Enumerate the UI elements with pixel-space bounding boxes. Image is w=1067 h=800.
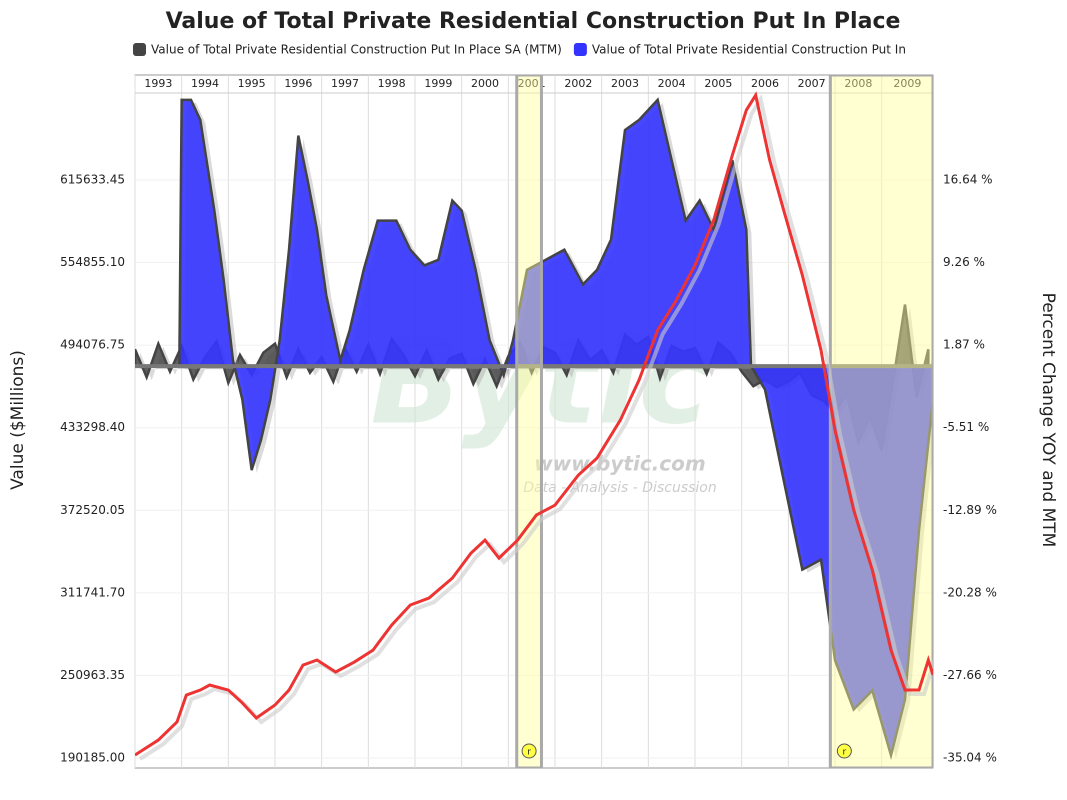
legend-swatch <box>133 43 146 56</box>
y2-tick-label: -20.28 % <box>943 585 997 599</box>
y2-tick-label: -5.51 % <box>943 420 989 434</box>
y-tick-label: 311741.70 <box>60 585 125 599</box>
line-shadow <box>138 93 933 761</box>
y-axis-title: Value ($Millions) <box>8 350 28 490</box>
legend-label: Value of Total Private Residential Const… <box>151 43 562 57</box>
y2-axis-title: Percent Change YOY and MTM <box>1038 293 1058 548</box>
recession-marker-label: r <box>842 748 846 758</box>
x-tick-label: 1994 <box>191 77 219 90</box>
x-tick-label: 2009 <box>893 77 921 90</box>
y-tick-label: 615633.45 <box>60 172 125 186</box>
y-tick-label: 554855.10 <box>60 255 125 269</box>
y-tick-label: 372520.05 <box>60 503 125 517</box>
recession-marker-label: r <box>527 748 531 758</box>
recession-marker <box>521 743 537 759</box>
x-tick-label: 2008 <box>844 77 872 90</box>
y2-tick-label: -35.04 % <box>943 751 997 765</box>
x-tick-label: 1997 <box>331 77 359 90</box>
y-tick-label: 494076.75 <box>60 338 125 352</box>
recession-marker <box>836 743 852 759</box>
legend-label: Value of Total Private Residential Const… <box>592 43 906 57</box>
legend: Value of Total Private Residential Const… <box>133 43 906 57</box>
x-tick-label: 2000 <box>471 77 499 90</box>
watermark: www.bytic.com <box>534 452 705 476</box>
x-tick-label: 2006 <box>751 77 779 90</box>
recession-band <box>828 75 933 768</box>
x-tick-label: 2007 <box>798 77 826 90</box>
x-tick-label: 1993 <box>144 77 172 90</box>
x-tick-label: 2001 <box>518 77 546 90</box>
x-tick-label: 2002 <box>564 77 592 90</box>
y-tick-label: 250963.35 <box>60 668 125 682</box>
x-tick-label: 2003 <box>611 77 639 90</box>
x-tick-label: 1996 <box>284 77 312 90</box>
y-tick-label: 433298.40 <box>60 420 125 434</box>
y2-tick-label: -27.66 % <box>943 668 997 682</box>
recession-band <box>515 75 543 768</box>
legend-swatch <box>573 43 587 56</box>
y2-tick-label: 9.26 % <box>943 255 985 269</box>
x-tick-label: 1998 <box>378 77 406 90</box>
watermark: Data - Analysis - Discussion <box>523 480 716 496</box>
y2-tick-label: -12.89 % <box>943 503 997 517</box>
x-tick-label: 2004 <box>658 77 686 90</box>
x-tick-label: 1995 <box>238 77 266 90</box>
x-tick-label: 1999 <box>424 77 452 90</box>
y-tick-label: 190185.00 <box>60 751 125 765</box>
y2-tick-label: 1.87 % <box>943 338 985 352</box>
x-tick-label: 2005 <box>704 77 732 90</box>
line <box>135 91 933 757</box>
y2-tick-label: 16.64 % <box>943 172 993 186</box>
chart-title: Value of Total Private Residential Const… <box>166 9 901 34</box>
area <box>178 97 933 761</box>
